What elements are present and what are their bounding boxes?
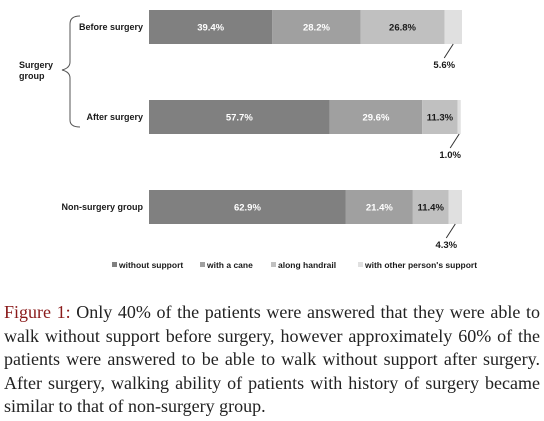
bar-after-surgery-with-other-person-s-support xyxy=(457,100,461,134)
bar-after-surgery-without-support xyxy=(149,100,330,134)
figure-caption: Figure 1: Only 40% of the patients were … xyxy=(4,301,540,419)
value-label-after-surgery-with-other-person-s-support: 1.0% xyxy=(439,150,461,161)
bar-non-surgery-group-without-support xyxy=(149,190,346,224)
surgery-group-label-line2: group xyxy=(19,71,45,81)
legend-swatch-along-handrail xyxy=(271,262,276,267)
value-label-before-surgery-along-handrail: 26.8% xyxy=(389,23,416,34)
value-label-non-surgery-group-with-other-person-s-support: 4.3% xyxy=(435,240,457,251)
bar-non-surgery-group-along-handrail xyxy=(412,190,449,224)
bar-non-surgery-group-with-a-cane xyxy=(345,190,413,224)
figure-caption-label: Figure 1: xyxy=(4,302,71,322)
value-label-non-surgery-group-without-support: 62.9% xyxy=(234,203,261,214)
category-label-after-surgery: After surgery xyxy=(86,112,143,122)
value-label-non-surgery-group-along-handrail: 11.4% xyxy=(417,203,444,214)
value-label-before-surgery-without-support: 39.4% xyxy=(197,23,224,34)
value-label-before-surgery-with-other-person-s-support: 5.6% xyxy=(433,60,455,71)
value-label-after-surgery-without-support: 57.7% xyxy=(226,113,253,124)
value-label-before-surgery-with-a-cane: 28.2% xyxy=(303,23,330,34)
value-label-after-surgery-along-handrail: 11.3% xyxy=(427,113,454,124)
legend-label-without-support: without support xyxy=(118,260,183,270)
value-label-after-surgery-with-a-cane: 29.6% xyxy=(362,113,389,124)
leader-line-before-surgery xyxy=(443,43,454,59)
bar-after-surgery-along-handrail xyxy=(422,100,458,134)
bar-before-surgery-without-support xyxy=(149,10,273,44)
surgery-group-label: Surgery xyxy=(19,60,53,70)
surgery-group-brace xyxy=(61,15,81,128)
stacked-bar-chart: Surgery group Before surgery After surger… xyxy=(19,10,477,270)
legend-label-with-other-person-s-support: with other person's support xyxy=(364,260,477,270)
leader-line-after-surgery xyxy=(449,133,460,149)
leader-line-non-surgery-group xyxy=(445,223,456,239)
category-label-non-surgery-group: Non-surgery group xyxy=(61,202,143,212)
category-label-before-surgery: Before surgery xyxy=(79,22,143,32)
bar-after-surgery-with-a-cane xyxy=(329,100,423,134)
legend-label-with-a-cane: with a cane xyxy=(206,260,253,270)
bar-before-surgery-along-handrail xyxy=(360,10,445,44)
figure-caption-text: Only 40% of the patients were answered t… xyxy=(4,302,540,416)
bar-before-surgery-with-a-cane xyxy=(272,10,361,44)
legend-swatch-without-support xyxy=(112,262,117,267)
legend-swatch-with-a-cane xyxy=(200,262,205,267)
legend-label-along-handrail: along handrail xyxy=(278,260,336,270)
value-label-non-surgery-group-with-a-cane: 21.4% xyxy=(366,203,393,214)
bar-non-surgery-group-with-other-person-s-support xyxy=(448,190,462,224)
legend-swatch-with-other-person-s-support xyxy=(358,262,363,267)
bar-before-surgery-with-other-person-s-support xyxy=(444,10,462,44)
